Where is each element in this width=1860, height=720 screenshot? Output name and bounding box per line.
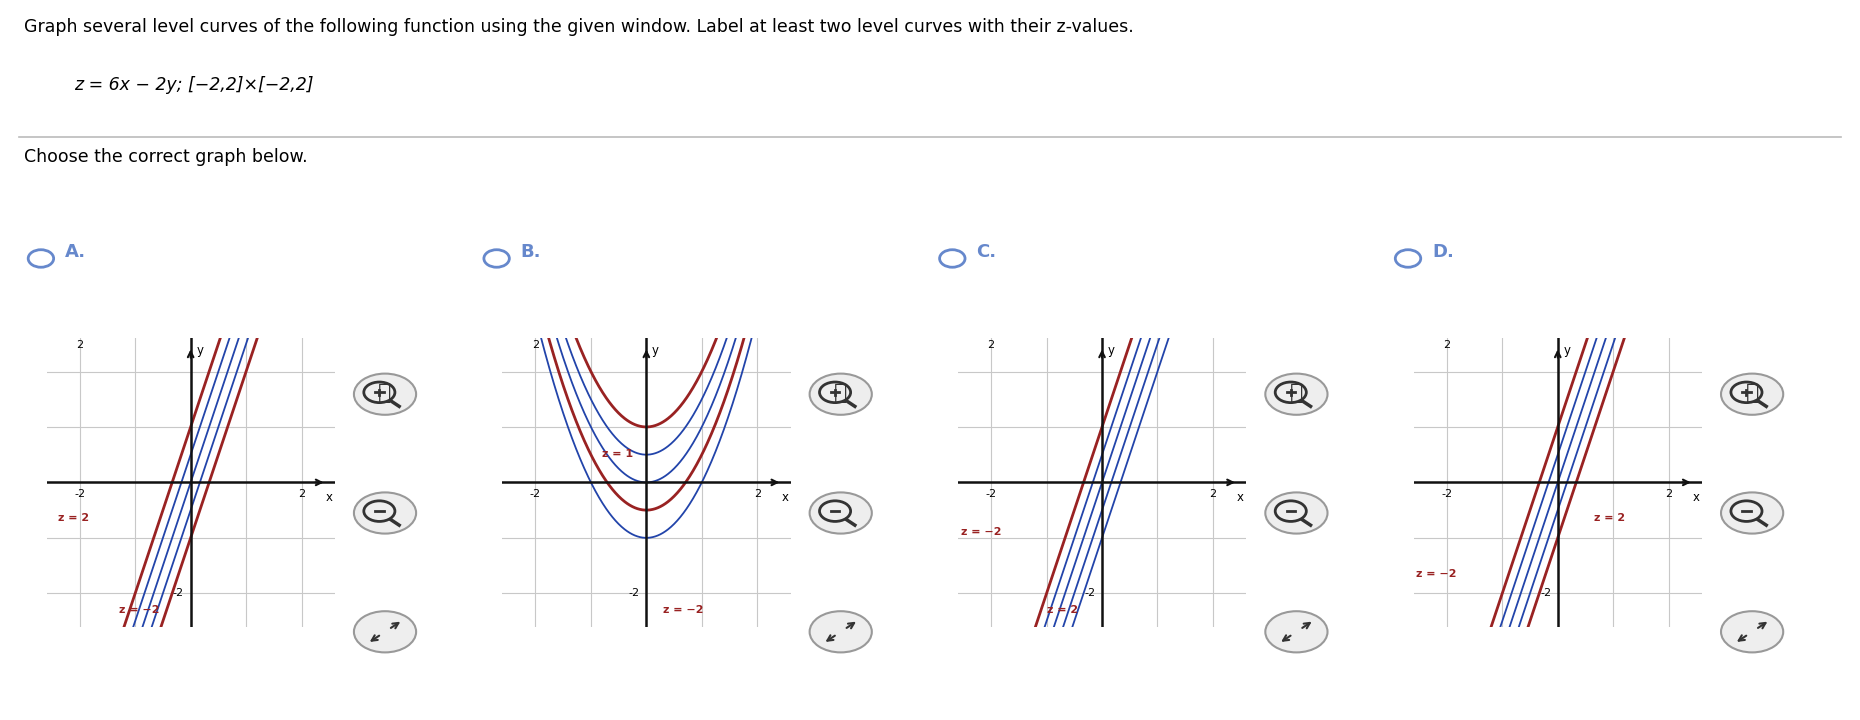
Text: z = 2: z = 2 [1047,605,1077,615]
Circle shape [809,374,872,415]
Circle shape [1265,492,1328,534]
Text: -2: -2 [1442,489,1453,499]
Text: x: x [781,491,789,504]
Text: 2: 2 [1665,489,1672,499]
Text: y: y [1107,343,1114,357]
Text: 🔍: 🔍 [1289,383,1304,403]
Text: C.: C. [976,243,997,261]
Text: 2: 2 [532,341,539,351]
Text: B.: B. [521,243,541,261]
Text: z = −2: z = −2 [662,605,703,615]
Text: -2: -2 [986,489,997,499]
Circle shape [353,374,417,415]
Text: A.: A. [65,243,86,261]
Text: 2: 2 [1209,489,1216,499]
Circle shape [353,611,417,652]
Text: y: y [651,343,658,357]
Text: 2: 2 [298,489,305,499]
Circle shape [809,611,872,652]
Text: x: x [1237,491,1244,504]
Text: z = −2: z = −2 [119,605,160,615]
Text: -2: -2 [74,489,86,499]
Text: z = 2: z = 2 [58,513,89,523]
Text: 2: 2 [753,489,761,499]
Text: y: y [1562,343,1570,357]
Text: Choose the correct graph below.: Choose the correct graph below. [24,148,307,166]
Text: 2: 2 [1443,341,1451,351]
Text: x: x [1693,491,1700,504]
Text: 2: 2 [76,341,84,351]
Text: z = −2: z = −2 [1415,569,1456,579]
Circle shape [353,492,417,534]
Text: -2: -2 [1540,588,1551,598]
Text: z = 2: z = 2 [1594,513,1626,523]
Text: -2: -2 [1084,588,1096,598]
Text: -2: -2 [629,588,640,598]
Text: 2: 2 [988,341,995,351]
Text: 🔍: 🔍 [1745,383,1760,403]
Text: 🔍: 🔍 [378,383,392,403]
Text: -2: -2 [530,489,541,499]
Circle shape [1720,611,1784,652]
Text: x: x [326,491,333,504]
Text: y: y [195,343,203,357]
Circle shape [1720,492,1784,534]
Circle shape [1265,611,1328,652]
Circle shape [809,492,872,534]
Text: 🔍: 🔍 [833,383,848,403]
Text: -2: -2 [173,588,184,598]
Text: z = −2: z = −2 [960,527,1001,537]
Circle shape [1720,374,1784,415]
Text: z = 6x − 2y; [−2,2]×[−2,2]: z = 6x − 2y; [−2,2]×[−2,2] [74,76,314,94]
Text: D.: D. [1432,243,1455,261]
Text: Graph several level curves of the following function using the given window. Lab: Graph several level curves of the follow… [24,18,1135,36]
Circle shape [1265,374,1328,415]
Text: z = 1: z = 1 [603,449,632,459]
